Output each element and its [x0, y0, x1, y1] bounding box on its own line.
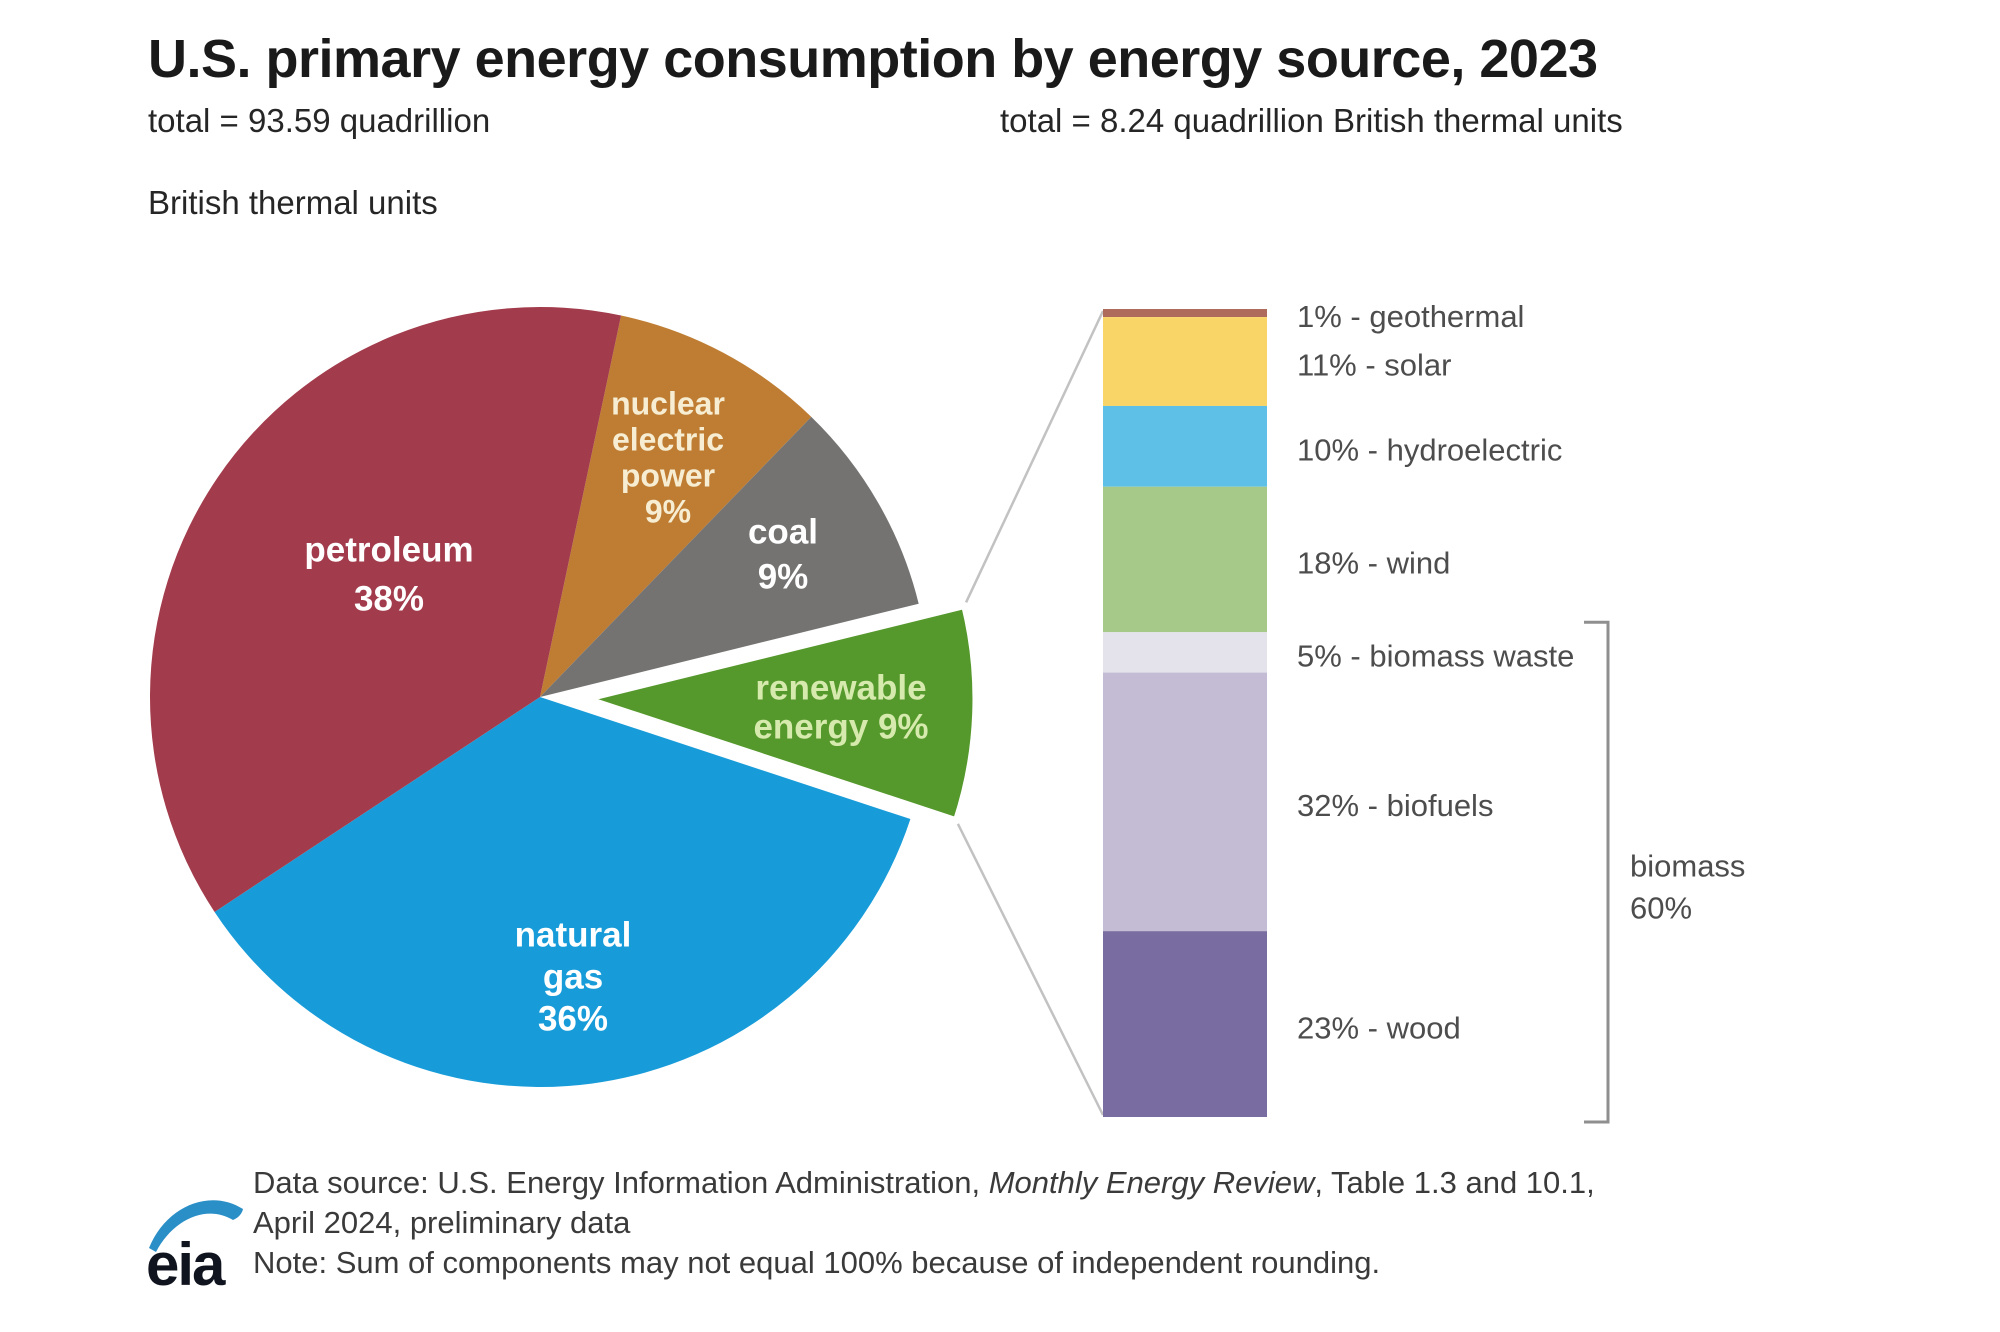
bar-segment-geothermal: [1103, 309, 1267, 318]
bar-total-label: total = 8.24 quadrillion British thermal…: [1000, 102, 1623, 139]
bar-segment-label-hydroelectric: 10% - hydroelectric: [1297, 433, 1562, 468]
bar-segment-biofuels: [1103, 672, 1267, 932]
bar-segment-solar: [1103, 317, 1267, 406]
pie-slice-label-natural-gas-line1: natural: [515, 915, 632, 954]
biomass-group-label-line1: biomass: [1630, 848, 1745, 883]
connector-line-bottom: [955, 820, 1105, 1116]
connector-line-top: [963, 310, 1105, 606]
pie-slice-label-petroleum-line2: 38%: [354, 579, 424, 618]
pie-slice-nuclear-electric-power: [540, 315, 812, 697]
pie-slice-label-natural-gas-line3: 36%: [538, 999, 608, 1038]
bar-segment-label-geothermal: 1% - geothermal: [1297, 299, 1524, 334]
pie-slice-label-nuclear-electric-power-line4: 9%: [645, 493, 691, 529]
pie-slice-label-coal-line2: 9%: [758, 557, 809, 596]
pie-slice-label-nuclear-electric-power-line2: electric: [612, 421, 724, 457]
bar-segment-wind: [1103, 486, 1267, 633]
bar-segment-label-biofuels: 32% - biofuels: [1297, 788, 1493, 823]
bar-segment-hydroelectric: [1103, 405, 1267, 487]
footer-source-line2: April 2024, preliminary data: [253, 1205, 631, 1240]
pie-slice-label-nuclear-electric-power-line3: power: [621, 457, 715, 493]
pie-slice-label-petroleum-line1: petroleum: [304, 530, 473, 569]
footer: Data source: U.S. Energy Information Adm…: [253, 1163, 1595, 1283]
bar-segment-label-biomass-waste: 5% - biomass waste: [1297, 639, 1574, 674]
eia-logo-svg: eia: [146, 1200, 243, 1298]
footer-source-line1: Data source: U.S. Energy Information Adm…: [253, 1163, 1595, 1203]
footer-note: Note: Sum of components may not equal 10…: [253, 1245, 1381, 1280]
footer-source-suffix: , Table 1.3 and 10.1,: [1314, 1165, 1595, 1200]
pie-total-line1: total = 93.59 quadrillion: [148, 102, 491, 139]
pie-slice-label-nuclear-electric-power-line1: nuclear: [611, 385, 725, 421]
pie-total-label: total = 93.59 quadrillion British therma…: [148, 100, 490, 223]
eia-logo-swoosh-icon: [149, 1200, 243, 1252]
bar-segment-biomass-waste: [1103, 632, 1267, 673]
pie-total-line2: British thermal units: [148, 184, 438, 221]
eia-logo-text: eia: [146, 1231, 226, 1292]
pie-slice-label-natural-gas-line2: gas: [543, 957, 603, 996]
pie-slice-natural-gas: [214, 697, 911, 1087]
bar-segment-label-wind: 18% - wind: [1297, 546, 1450, 581]
footer-source-publication: Monthly Energy Review: [988, 1165, 1315, 1200]
bar-segment-label-wood: 23% - wood: [1297, 1010, 1461, 1045]
pie-slice-label-renewable-energy-line2: energy 9%: [753, 707, 928, 746]
pie-slice-label-renewable-energy-line1: renewable: [755, 668, 926, 707]
bar-segment-wood: [1103, 931, 1267, 1117]
eia-logo: eia: [146, 1188, 246, 1298]
pie-slice-petroleum: [150, 307, 622, 912]
pie-slice-coal: [540, 416, 919, 697]
bar-segment-label-solar: 11% - solar: [1297, 348, 1452, 383]
page-title: U.S. primary energy consumption by energ…: [148, 29, 1598, 89]
biomass-bracket: [1584, 620, 1610, 1124]
pie-slice-label-coal-line1: coal: [748, 512, 818, 551]
biomass-group-label-line2: 60%: [1630, 890, 1692, 925]
footer-source-prefix: Data source: U.S. Energy Information Adm…: [253, 1165, 989, 1200]
pie-slice-renewable-energy: [582, 601, 980, 825]
